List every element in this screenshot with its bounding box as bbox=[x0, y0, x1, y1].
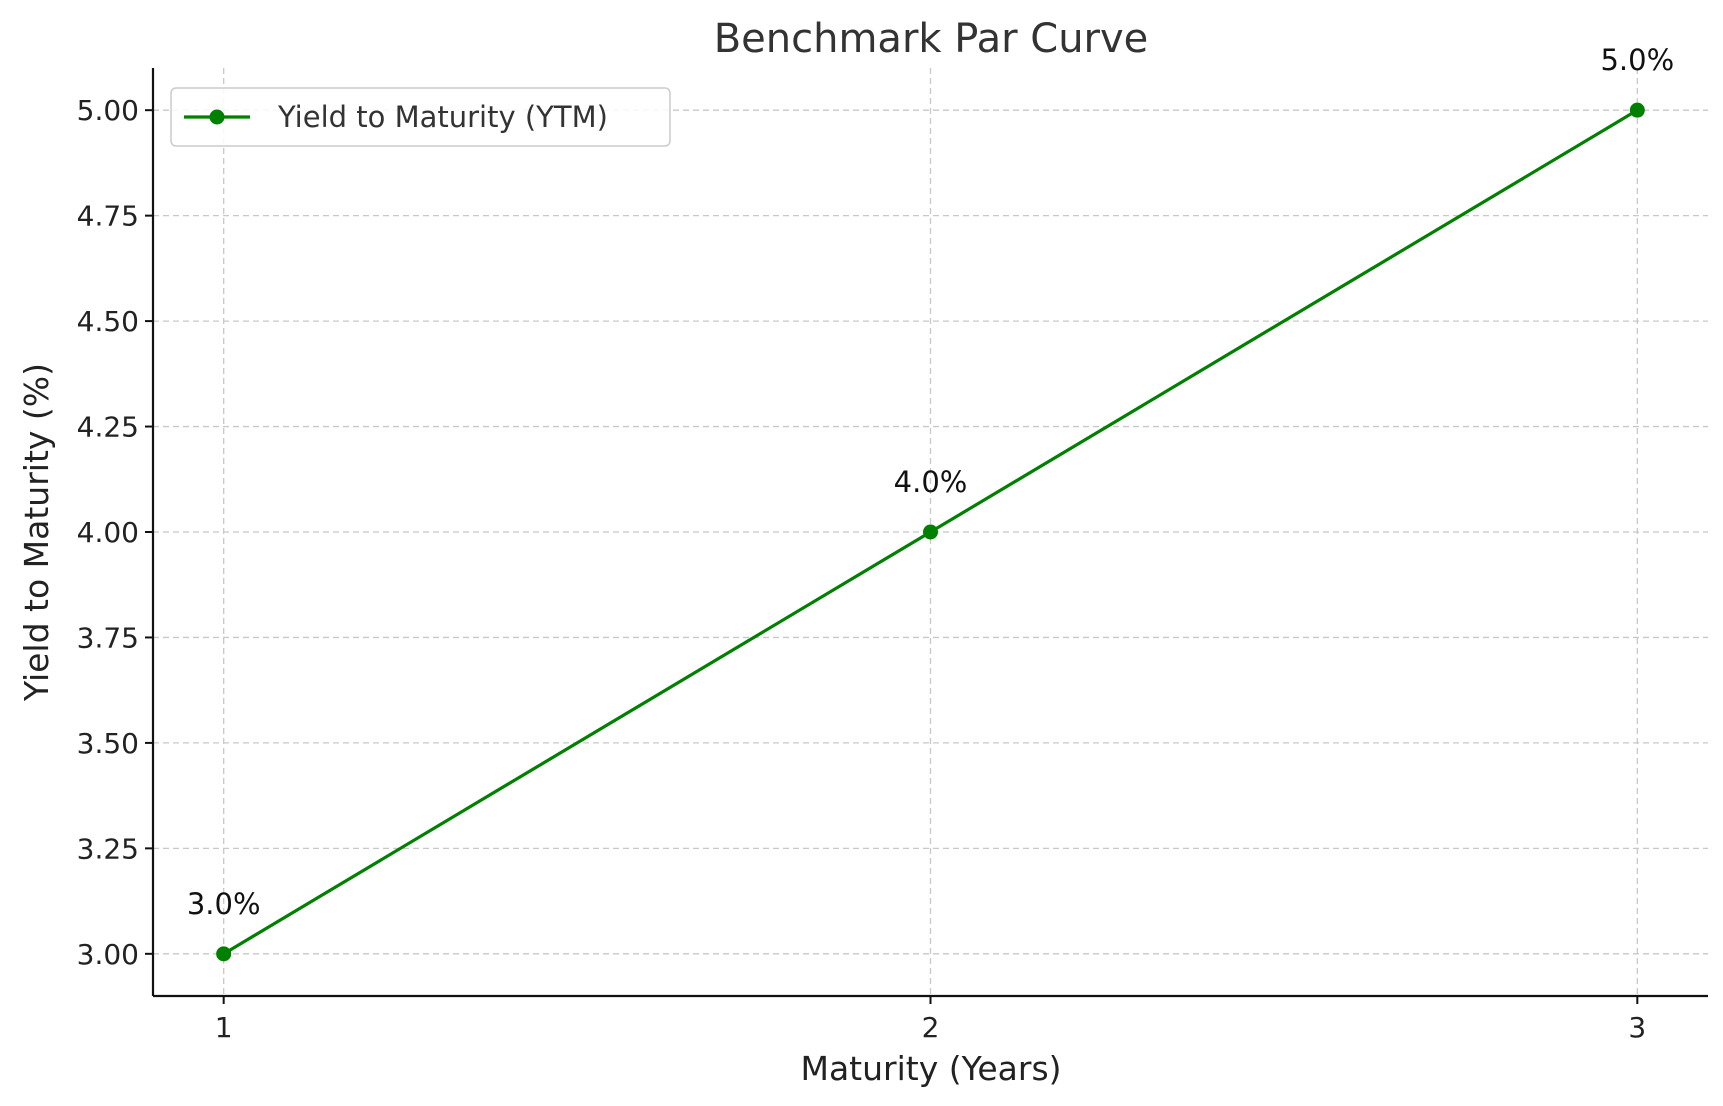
y-tick-label: 4.75 bbox=[77, 200, 139, 233]
x-axis-label: Maturity (Years) bbox=[800, 1049, 1061, 1088]
y-tick-label: 4.25 bbox=[77, 411, 139, 444]
y-tick-label: 5.00 bbox=[77, 94, 139, 127]
data-point bbox=[923, 524, 938, 540]
y-tick-label: 4.50 bbox=[77, 305, 139, 338]
y-tick-label: 3.00 bbox=[77, 938, 139, 971]
gridlines bbox=[153, 68, 1708, 996]
axis-ticks: 1 2 3 3.00 3.25 3.50 3.75 4.00 4.25 4.50 4.75 5.00 bbox=[77, 94, 1647, 1044]
chart-title: Benchmark Par Curve bbox=[714, 16, 1149, 62]
legend-box bbox=[170, 87, 671, 147]
legend: Yield to Maturity (YTM) bbox=[170, 87, 671, 147]
y-axis-label: Yield to Maturity (%) bbox=[17, 363, 56, 702]
legend-entry-ytm: Yield to Maturity (YTM) bbox=[277, 100, 608, 134]
x-tick-label: 2 bbox=[922, 1011, 940, 1044]
x-tick-label: 3 bbox=[1628, 1011, 1646, 1044]
data-label: 5.0% bbox=[1600, 43, 1674, 77]
legend-marker-swatch bbox=[209, 109, 225, 125]
x-tick-label: 1 bbox=[215, 1011, 233, 1044]
y-tick-label: 4.00 bbox=[77, 516, 139, 549]
series-yield-to-maturity bbox=[216, 102, 1645, 962]
y-tick-label: 3.25 bbox=[77, 832, 139, 865]
data-label: 4.0% bbox=[894, 465, 968, 499]
data-labels: 3.0% 4.0% 5.0% bbox=[187, 43, 1674, 921]
y-tick-label: 3.50 bbox=[77, 727, 139, 760]
data-label: 3.0% bbox=[187, 887, 261, 921]
y-tick-label: 3.75 bbox=[77, 621, 139, 654]
data-point bbox=[1629, 102, 1645, 118]
data-point bbox=[216, 946, 232, 962]
